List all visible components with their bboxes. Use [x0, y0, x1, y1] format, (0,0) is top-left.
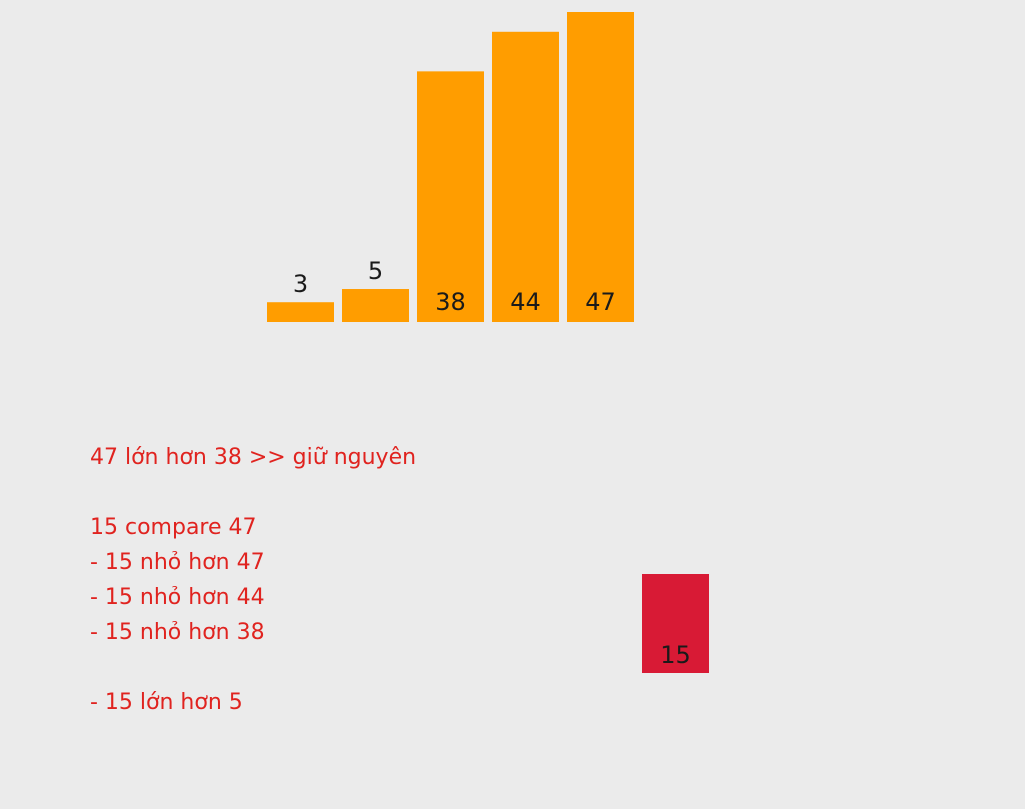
step-notes: 47 lớn hơn 38 >> giữ nguyên 15 compare 4…	[90, 440, 416, 720]
bar-label-5: 5	[368, 257, 383, 285]
note-line: - 15 nhỏ hơn 44	[90, 585, 265, 610]
bar-47	[567, 12, 634, 322]
bar-label-44: 44	[510, 288, 541, 316]
key-bar-label: 15	[660, 641, 691, 669]
note-line: - 15 lớn hơn 5	[90, 690, 243, 715]
bar-44	[492, 31, 559, 323]
bar-label-3: 3	[293, 270, 308, 298]
bar-3	[267, 302, 334, 322]
note-line: 47 lớn hơn 38 >> giữ nguyên	[90, 445, 417, 470]
bar-label-47: 47	[585, 288, 616, 316]
bar-5	[342, 289, 409, 322]
note-line: 15 compare 47	[90, 515, 257, 540]
note-line: - 15 nhỏ hơn 47	[90, 550, 265, 575]
bar-38	[417, 71, 484, 323]
bar-label-38: 38	[435, 288, 466, 316]
note-blank-line	[90, 650, 416, 685]
key-bar-15	[642, 574, 709, 673]
note-line: - 15 nhỏ hơn 38	[90, 620, 265, 645]
note-blank-line	[90, 475, 416, 510]
